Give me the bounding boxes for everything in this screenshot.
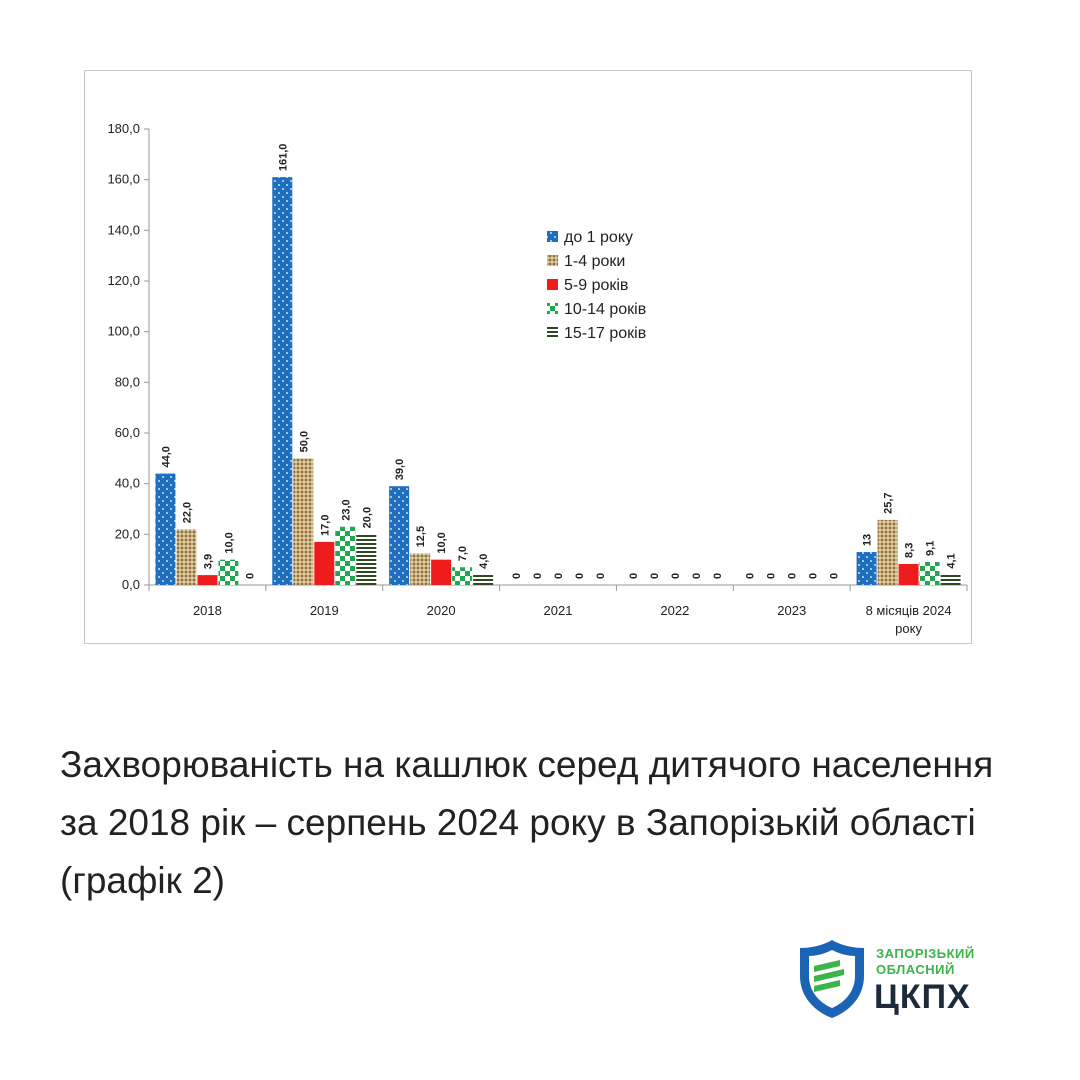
data-label: 39,0 bbox=[394, 459, 406, 480]
y-tick-label: 60,0 bbox=[115, 425, 140, 440]
data-label: 0 bbox=[670, 573, 682, 579]
data-label: 0 bbox=[787, 573, 799, 579]
data-label: 10,0 bbox=[223, 532, 235, 553]
y-tick-label: 160,0 bbox=[107, 172, 140, 187]
bar bbox=[197, 575, 218, 585]
chart-frame: 0,0 20,0 40,0 60,0 80,0 100,0 120,0 140,0 160,0 1… bbox=[84, 70, 972, 644]
bar bbox=[389, 486, 410, 585]
bar bbox=[473, 574, 494, 585]
data-label: 44,0 bbox=[160, 446, 172, 467]
bar bbox=[452, 567, 473, 585]
x-category-label: 2021 bbox=[544, 603, 573, 618]
legend-swatch bbox=[547, 303, 558, 314]
bar bbox=[410, 553, 431, 585]
x-category-label: 8 місяців 2024 bbox=[866, 603, 952, 618]
y-tick-label: 0,0 bbox=[122, 577, 140, 592]
logo-acronym: ЦКПХ bbox=[874, 978, 971, 1016]
data-label: 10,0 bbox=[436, 532, 448, 553]
data-label: 0 bbox=[532, 573, 544, 579]
bar bbox=[940, 574, 961, 585]
legend-entry: 5-9 років bbox=[564, 277, 628, 294]
y-tick-label: 20,0 bbox=[115, 526, 140, 541]
data-label: 0 bbox=[574, 573, 586, 579]
data-label: 0 bbox=[745, 573, 757, 579]
data-label: 161,0 bbox=[277, 144, 289, 172]
legend-swatch bbox=[547, 231, 558, 242]
data-label: 23,0 bbox=[340, 499, 352, 520]
data-label: 3,9 bbox=[202, 554, 214, 569]
legend-swatch bbox=[547, 327, 558, 338]
legend-swatch bbox=[547, 255, 558, 266]
data-label: 0 bbox=[829, 573, 841, 579]
x-category-label: 2020 bbox=[427, 603, 456, 618]
data-label: 50,0 bbox=[298, 431, 310, 452]
data-label: 22,0 bbox=[181, 502, 193, 523]
x-category-label-line2: року bbox=[895, 621, 922, 636]
bar bbox=[176, 529, 197, 585]
data-label: 0 bbox=[649, 573, 661, 579]
data-label: 0 bbox=[628, 573, 640, 579]
data-label: 17,0 bbox=[319, 515, 331, 536]
bar bbox=[877, 519, 898, 585]
y-tick-label: 180,0 bbox=[107, 121, 140, 136]
bar bbox=[356, 534, 377, 585]
logo-line-2: ОБЛАСНИЙ bbox=[876, 962, 955, 977]
bar bbox=[293, 458, 314, 585]
legend-entry: до 1 року bbox=[564, 229, 633, 246]
chart-caption: Захворюваність на кашлюк серед дитячого … bbox=[60, 744, 994, 901]
legend-swatch bbox=[547, 279, 558, 290]
bar bbox=[919, 561, 940, 585]
bar bbox=[431, 559, 452, 585]
y-tick-label: 100,0 bbox=[107, 324, 140, 339]
data-label: 0 bbox=[244, 573, 256, 579]
data-label: 0 bbox=[595, 573, 607, 579]
x-category-label: 2023 bbox=[777, 603, 806, 618]
legend-entry: 1-4 роки bbox=[564, 253, 625, 270]
shield-logo-icon bbox=[800, 940, 864, 1018]
x-category-label: 2018 bbox=[193, 603, 222, 618]
data-label: 0 bbox=[691, 573, 703, 579]
y-tick-label: 140,0 bbox=[107, 222, 140, 237]
x-category-label: 2019 bbox=[310, 603, 339, 618]
bar bbox=[898, 563, 919, 585]
logo-line-1: ЗАПОРІЗЬКИЙ bbox=[876, 946, 975, 961]
x-category-label: 2022 bbox=[660, 603, 689, 618]
data-label: 25,7 bbox=[883, 492, 895, 513]
data-label: 9,1 bbox=[925, 541, 937, 556]
data-label: 0 bbox=[808, 573, 820, 579]
data-label: 4,0 bbox=[478, 554, 490, 569]
y-tick-label: 40,0 bbox=[115, 476, 140, 491]
legend-entry: 15-17 років bbox=[564, 325, 646, 342]
data-label: 13 bbox=[862, 534, 874, 546]
data-label: 0 bbox=[712, 573, 724, 579]
y-tick-label: 120,0 bbox=[107, 273, 140, 288]
organization-logo: ЗАПОРІЗЬКИЙ ОБЛАСНИЙ ЦКПХ bbox=[794, 936, 994, 1020]
bar bbox=[335, 526, 356, 585]
bar bbox=[272, 177, 293, 585]
legend-entry: 10-14 років bbox=[564, 301, 646, 318]
y-tick-label: 80,0 bbox=[115, 374, 140, 389]
data-label: 4,1 bbox=[946, 553, 958, 568]
bar bbox=[218, 559, 239, 585]
bar bbox=[155, 473, 176, 585]
data-label: 0 bbox=[766, 573, 778, 579]
bar-chart: 0,0 20,0 40,0 60,0 80,0 100,0 120,0 140,0 160,0 1… bbox=[107, 121, 968, 636]
bar bbox=[856, 552, 877, 585]
data-label: 0 bbox=[511, 573, 523, 579]
data-label: 7,0 bbox=[457, 546, 469, 561]
data-label: 12,5 bbox=[415, 526, 427, 547]
data-label: 20,0 bbox=[361, 507, 373, 528]
bar bbox=[314, 541, 335, 585]
data-label: 0 bbox=[553, 573, 565, 579]
data-label: 8,3 bbox=[904, 543, 916, 558]
